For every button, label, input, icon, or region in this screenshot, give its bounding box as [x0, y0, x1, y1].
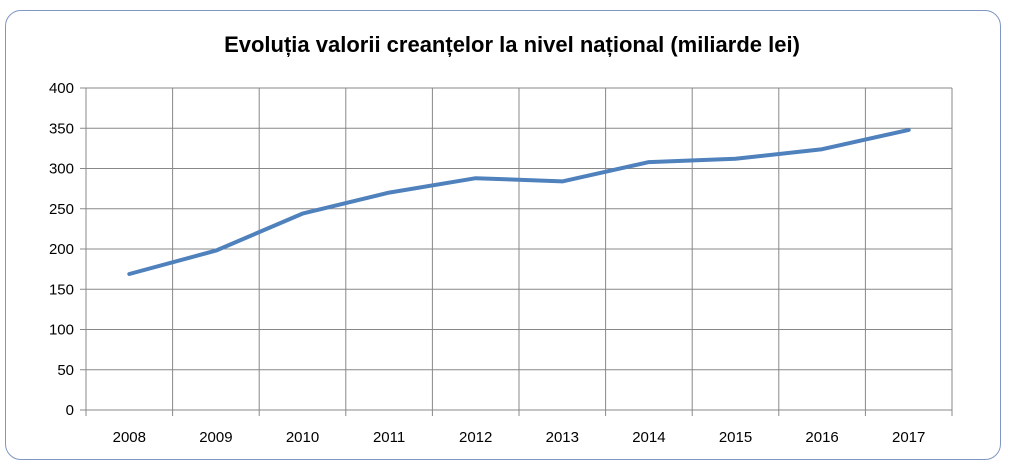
axes	[80, 87, 953, 416]
y-tick-label: 100	[49, 322, 74, 339]
x-tick-label: 2011	[373, 429, 405, 446]
y-tick-label: 400	[49, 80, 74, 97]
x-tick-label: 2014	[632, 429, 665, 446]
x-tick-label: 2010	[286, 429, 319, 446]
series-lines	[127, 127, 911, 276]
x-tick-label: 2013	[546, 429, 579, 446]
y-tick-label: 300	[49, 161, 74, 178]
y-tick-label: 50	[57, 362, 74, 379]
y-tick-label: 200	[49, 241, 74, 258]
x-tick-label: 2016	[805, 429, 838, 446]
y-tick-labels: 0 50 100 150 200 250 300 350 400	[49, 80, 74, 419]
x-tick-label: 2017	[892, 429, 925, 446]
series-line	[127, 127, 911, 276]
x-tick-label: 2012	[459, 429, 492, 446]
x-tick-label: 2015	[719, 429, 752, 446]
y-tick-label: 0	[66, 402, 74, 419]
x-tick-labels: 2008 2009 2010 2011 2012 2013 2014 2015 2016 2017	[113, 429, 926, 446]
chart-frame	[5, 10, 1001, 460]
y-tick-label: 250	[49, 201, 74, 218]
y-tick-label: 350	[49, 120, 74, 137]
y-tick-label: 150	[49, 281, 74, 298]
gridlines	[85, 87, 953, 410]
x-tick-label: 2008	[113, 429, 146, 446]
x-tick-label: 2009	[199, 429, 232, 446]
chart-title: Evoluția valorii creanțelor la nivel naț…	[224, 32, 800, 57]
